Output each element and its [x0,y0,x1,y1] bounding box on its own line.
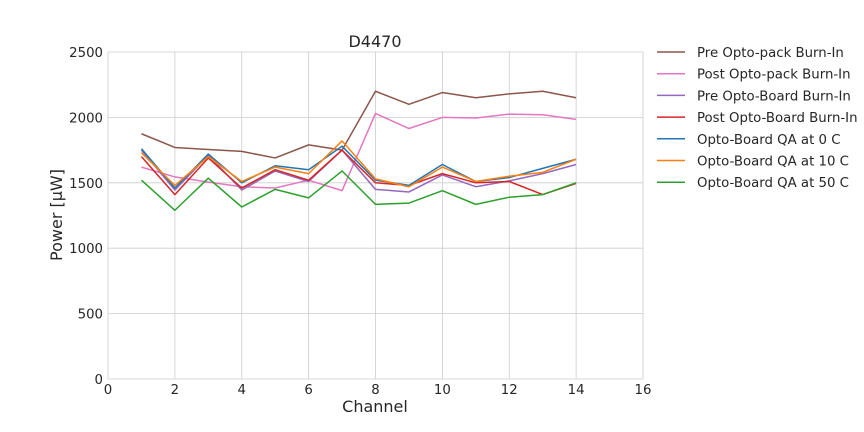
x-tick-labels: 0 2 4 6 8 10 12 14 16 [104,383,652,398]
y-axis-title: Power [μW] [47,169,66,261]
y-tick-label: 1000 [69,242,103,257]
x-tick-label: 6 [304,383,312,398]
x-tick-label: 10 [434,383,451,398]
y-tick-labels: 0 500 1000 1500 2000 2500 [69,46,103,388]
series-lines [140,90,577,212]
x-tick-label: 0 [104,383,112,398]
x-axis-title: Channel [342,397,408,416]
legend-label: Opto-Board QA at 50 C [697,176,849,191]
legend: Pre Opto-pack Burn-In Post Opto-pack Burn… [657,46,858,191]
x-tick-label: 12 [501,383,518,398]
x-tick-label: 14 [568,383,585,398]
series-line [141,90,577,159]
y-tick-label: 2000 [69,111,103,126]
legend-label: Post Opto-pack Burn-In [697,68,851,83]
series-line [140,140,577,188]
series-line [140,145,577,189]
series-line [140,170,577,212]
y-tick-label: 0 [95,373,103,388]
legend-label: Pre Opto-pack Burn-In [697,46,844,61]
chart-title: D4470 [348,32,401,51]
y-tick-label: 2500 [69,46,103,61]
x-tick-label: 4 [238,383,246,398]
y-tick-label: 500 [78,308,103,323]
x-tick-label: 2 [171,383,179,398]
series-line [140,149,577,196]
legend-label: Post Opto-Board Burn-In [697,111,858,126]
legend-label: Pre Opto-Board Burn-In [697,89,851,104]
x-tick-label: 8 [371,383,379,398]
y-tick-label: 1500 [69,177,103,192]
legend-label: Opto-Board QA at 10 C [697,155,849,170]
x-tick-label: 16 [635,383,652,398]
legend-label: Opto-Board QA at 0 C [697,133,840,148]
